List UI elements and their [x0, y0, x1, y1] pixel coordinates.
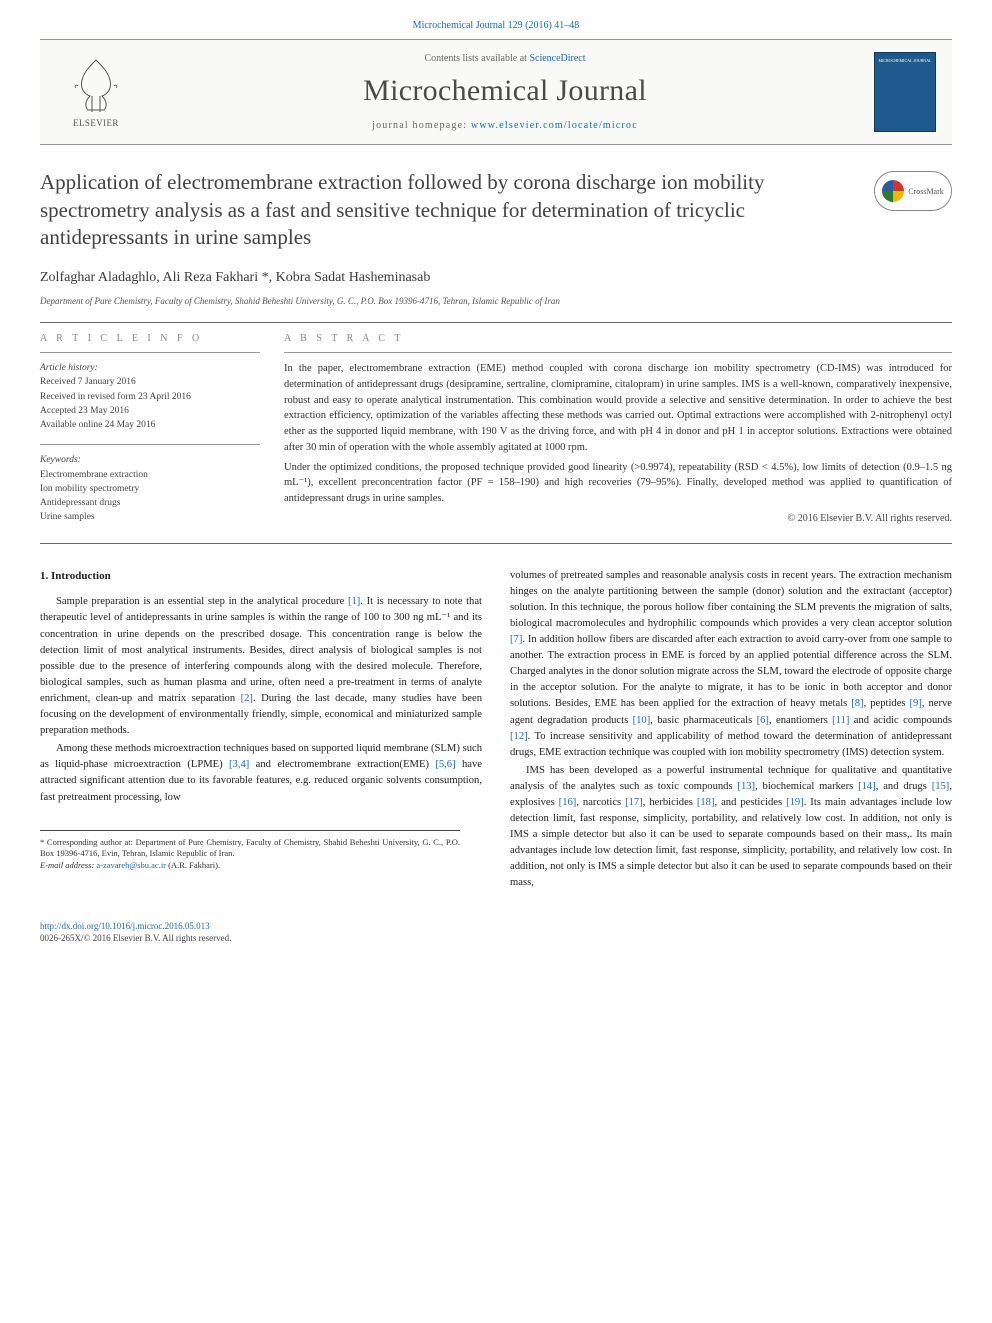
history-revised: Received in revised form 23 April 2016 — [40, 392, 191, 402]
crossmark-badge[interactable]: CrossMark — [874, 171, 952, 211]
cite-14[interactable]: [14] — [858, 781, 876, 792]
p1a: Sample preparation is an essential step … — [56, 596, 348, 607]
homepage-line: journal homepage: www.elsevier.com/locat… — [136, 120, 874, 131]
doi-link[interactable]: http://dx.doi.org/10.1016/j.microc.2016.… — [40, 921, 210, 931]
article-info-label: A R T I C L E I N F O — [40, 333, 260, 344]
cite-2[interactable]: [2] — [241, 693, 253, 704]
p4c: , and drugs — [876, 781, 932, 792]
journal-cover-thumb[interactable]: MICROCHEMICAL JOURNAL — [874, 52, 936, 132]
divider-top — [40, 322, 952, 323]
abstract-p2: Under the optimized conditions, the prop… — [284, 460, 952, 507]
body-columns: 1. Introduction Sample preparation is an… — [40, 568, 952, 892]
elsevier-logo[interactable]: ELSEVIER — [56, 56, 136, 128]
page-footer: http://dx.doi.org/10.1016/j.microc.2016.… — [40, 920, 952, 945]
p3a: volumes of pretreated samples and reason… — [510, 570, 952, 629]
cite-7[interactable]: [7] — [510, 634, 522, 645]
abstract-column: A B S T R A C T In the paper, electromem… — [284, 333, 952, 537]
history-label: Article history: — [40, 363, 98, 373]
cite-9[interactable]: [9] — [910, 698, 922, 709]
cite-15[interactable]: [15] — [932, 781, 950, 792]
cite-18[interactable]: [18] — [697, 797, 715, 808]
p3h: . To increase sensitivity and applicabil… — [510, 731, 952, 758]
corresponding-footnote: * Corresponding author at: Department of… — [40, 830, 460, 873]
crossmark-icon — [882, 180, 904, 202]
p3e: , basic pharmaceuticals — [650, 715, 756, 726]
affiliation-line: Department of Pure Chemistry, Faculty of… — [40, 296, 952, 306]
article-history: Article history: Received 7 January 2016… — [40, 361, 260, 432]
homepage-label: journal homepage: — [372, 120, 471, 131]
p4g: , and pesticides — [715, 797, 787, 808]
cite-13[interactable]: [13] — [737, 781, 755, 792]
cite-3-4[interactable]: [3,4] — [229, 759, 249, 770]
issn-copyright: 0026-265X/© 2016 Elsevier B.V. All right… — [40, 933, 231, 943]
cite-10[interactable]: [10] — [633, 715, 651, 726]
cite-19[interactable]: [19] — [786, 797, 804, 808]
email-paren: (A.R. Fakhari). — [166, 860, 220, 870]
authors-line: Zolfaghar Aladaghlo, Ali Reza Fakhari *,… — [40, 270, 952, 286]
abstract-copyright: © 2016 Elsevier B.V. All rights reserved… — [284, 513, 952, 524]
cite-5-6[interactable]: [5,6] — [435, 759, 455, 770]
publisher-banner: ELSEVIER Contents lists available at Sci… — [40, 39, 952, 145]
history-received: Received 7 January 2016 — [40, 377, 136, 387]
p3c: , peptides — [864, 698, 910, 709]
p4b: , biochemical markers — [755, 781, 858, 792]
contents-prefix: Contents lists available at — [424, 53, 529, 64]
banner-center: Contents lists available at ScienceDirec… — [136, 53, 874, 131]
keywords-block: Keywords: Electromembrane extraction Ion… — [40, 453, 260, 524]
top-citation[interactable]: Microchemical Journal 129 (2016) 41–48 — [40, 20, 952, 31]
email-link[interactable]: a-zavareh@sbu.ac.ir — [96, 860, 166, 870]
contents-line: Contents lists available at ScienceDirec… — [136, 53, 874, 64]
p2b: and electromembrane extraction(EME) — [249, 759, 435, 770]
footnote-email-line: E-mail address: a-zavareh@sbu.ac.ir (A.R… — [40, 860, 460, 872]
title-block: Application of electromembrane extractio… — [40, 169, 952, 252]
abstract-label: A B S T R A C T — [284, 333, 952, 344]
email-label: E-mail address: — [40, 860, 96, 870]
info-divider-1 — [40, 352, 260, 353]
cite-8[interactable]: [8] — [851, 698, 863, 709]
kw-2: Ion mobility spectrometry — [40, 484, 139, 494]
cover-label: MICROCHEMICAL JOURNAL — [878, 59, 931, 64]
info-abstract-row: A R T I C L E I N F O Article history: R… — [40, 333, 952, 537]
p1b: . It is necessary to note that therapeut… — [40, 596, 482, 704]
history-accepted: Accepted 23 May 2016 — [40, 406, 129, 416]
cite-6b[interactable]: [6] — [757, 715, 769, 726]
abstract-text: In the paper, electromembrane extraction… — [284, 361, 952, 507]
p4f: , herbicides — [643, 797, 697, 808]
p4e: , narcotics — [576, 797, 625, 808]
body-p2: Among these methods microextraction tech… — [40, 741, 482, 805]
p3f: , enantiomers — [769, 715, 832, 726]
homepage-link[interactable]: www.elsevier.com/locate/microc — [471, 120, 638, 131]
abstract-divider — [284, 352, 952, 353]
publisher-name: ELSEVIER — [73, 118, 119, 128]
body-p3: volumes of pretreated samples and reason… — [510, 568, 952, 761]
divider-bottom — [40, 543, 952, 544]
body-p4: IMS has been developed as a powerful ins… — [510, 763, 952, 892]
cite-17[interactable]: [17] — [625, 797, 643, 808]
elsevier-tree-icon — [70, 56, 122, 114]
cite-1[interactable]: [1] — [348, 596, 360, 607]
p3g: and acidic compounds — [849, 715, 952, 726]
intro-heading: 1. Introduction — [40, 568, 482, 585]
article-title: Application of electromembrane extractio… — [40, 169, 874, 252]
footnote-corr: * Corresponding author at: Department of… — [40, 837, 460, 861]
history-online: Available online 24 May 2016 — [40, 420, 155, 430]
cite-11[interactable]: [11] — [832, 715, 849, 726]
sciencedirect-link[interactable]: ScienceDirect — [529, 53, 585, 64]
keywords-label: Keywords: — [40, 455, 81, 465]
kw-4: Urine samples — [40, 512, 95, 522]
abstract-p1: In the paper, electromembrane extraction… — [284, 361, 952, 456]
cite-16[interactable]: [16] — [559, 797, 577, 808]
crossmark-label: CrossMark — [908, 187, 944, 196]
kw-3: Antidepressant drugs — [40, 498, 120, 508]
body-p1: Sample preparation is an essential step … — [40, 594, 482, 739]
info-divider-2 — [40, 444, 260, 445]
article-info-column: A R T I C L E I N F O Article history: R… — [40, 333, 260, 537]
journal-name: Microchemical Journal — [136, 74, 874, 108]
cite-12[interactable]: [12] — [510, 731, 528, 742]
kw-1: Electromembrane extraction — [40, 470, 148, 480]
